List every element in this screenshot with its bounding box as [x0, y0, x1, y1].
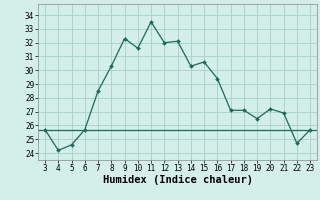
X-axis label: Humidex (Indice chaleur): Humidex (Indice chaleur) [103, 175, 252, 185]
